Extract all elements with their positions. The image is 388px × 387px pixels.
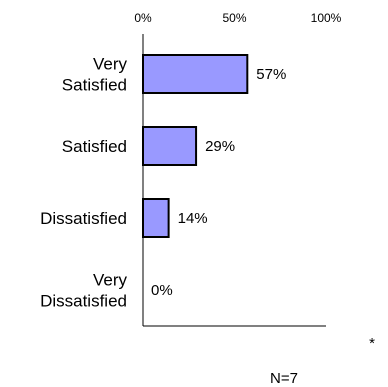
category-label: Very Satisfied	[62, 55, 128, 95]
bars	[142, 54, 249, 238]
bar	[142, 198, 170, 238]
value-label: 29%	[205, 138, 235, 155]
value-labels: 57% 29% 14% 0%	[151, 66, 286, 299]
category-label: Satisfied	[62, 137, 127, 156]
x-tick-label: 0%	[134, 11, 152, 25]
bar	[142, 126, 198, 166]
x-tick-label: 50%	[222, 11, 246, 25]
value-label: 57%	[256, 66, 286, 83]
x-axis-ticks: 0% 50% 100%	[134, 11, 341, 25]
category-labels: Very Satisfied Satisfied Dissatisfied Very Di…	[40, 55, 127, 311]
value-label: 0%	[151, 282, 173, 299]
bar	[142, 54, 249, 94]
value-label: 14%	[178, 210, 208, 227]
asterisk-marker: *	[369, 335, 375, 352]
category-label: Dissatisfied	[40, 209, 127, 228]
category-label: Very Dissatisfied	[40, 271, 127, 311]
sample-size-note: N=7	[270, 370, 298, 387]
x-tick-label: 100%	[311, 11, 342, 25]
